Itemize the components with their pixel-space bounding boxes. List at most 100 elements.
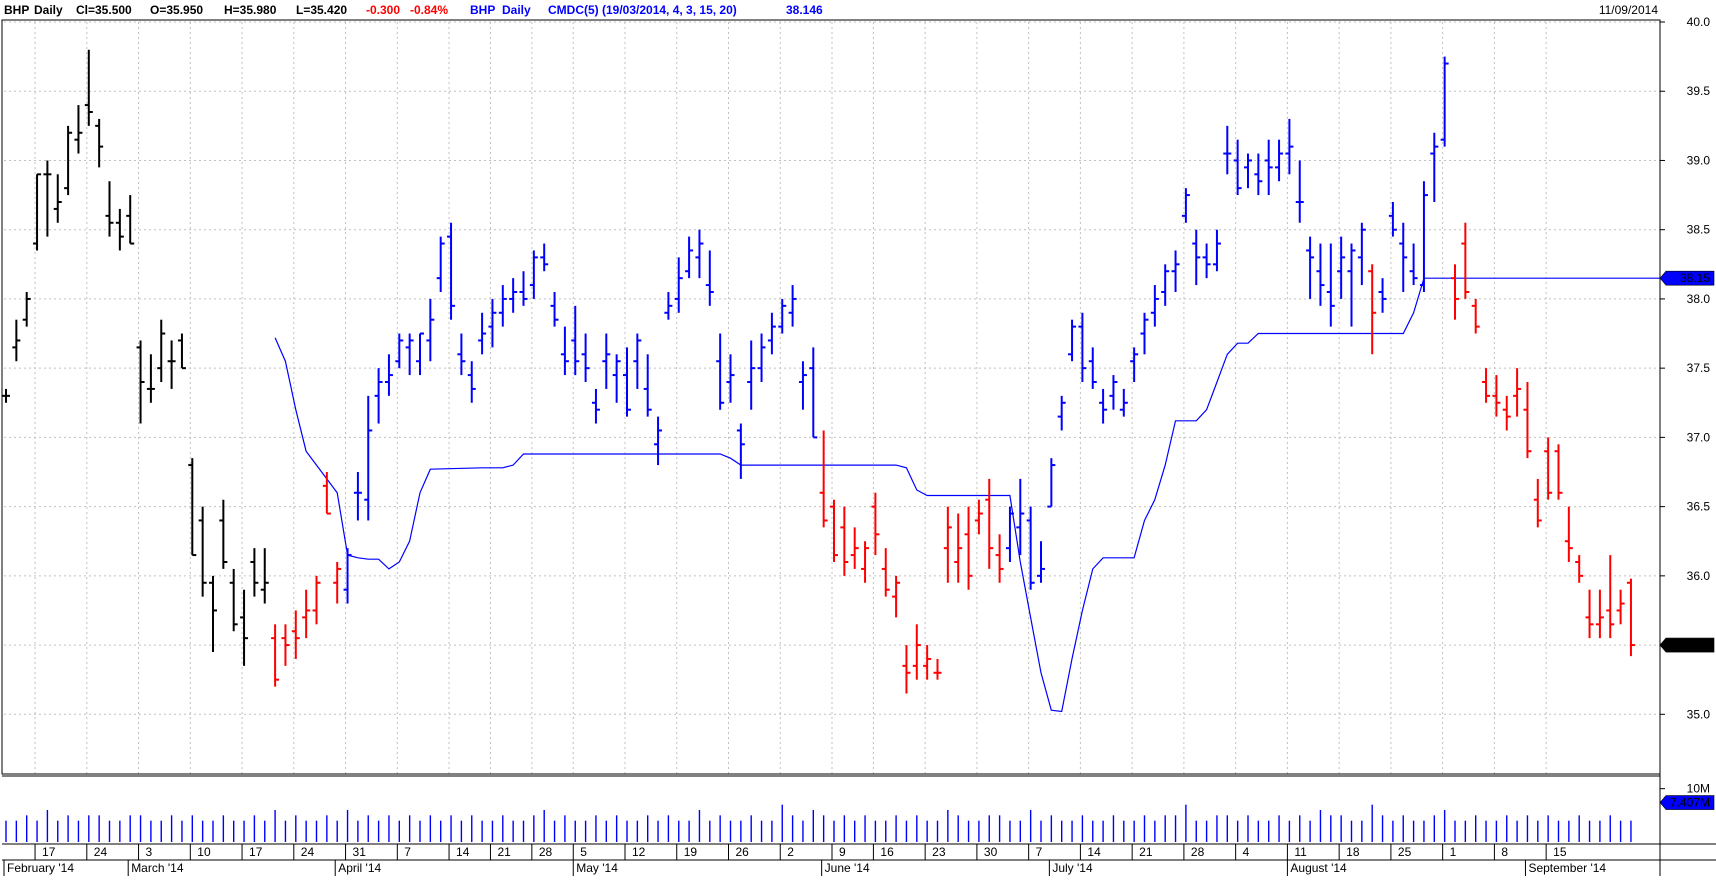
ohlc-bar xyxy=(1326,243,1335,327)
ohlc-bar xyxy=(747,340,756,410)
ohlc-bar xyxy=(881,548,890,597)
date-tick-label: 15 xyxy=(1553,845,1567,859)
ohlc-bar xyxy=(426,298,435,362)
ohlc-bar xyxy=(633,333,642,389)
ohlc-bar xyxy=(126,195,135,245)
ohlc-bar xyxy=(974,499,983,535)
price-tick-label: 37.5 xyxy=(1687,361,1711,375)
last-price-badge-label: 35.50 xyxy=(1680,638,1710,652)
ohlc-bar xyxy=(1130,347,1139,382)
ohlc-bar xyxy=(1409,243,1418,286)
ohlc-bar xyxy=(167,340,176,389)
ohlc-bar xyxy=(674,257,683,313)
ohlc-bar xyxy=(716,333,725,410)
header-high: H=35.980 xyxy=(224,3,277,17)
last-volume-badge: 7.407M xyxy=(1659,795,1715,810)
ohlc-bar xyxy=(1057,395,1066,431)
indicator-last-badge-label: 38.15 xyxy=(1680,271,1710,285)
ohlc-bar xyxy=(1626,578,1635,657)
ohlc-bar xyxy=(1513,368,1522,417)
ohlc-bar xyxy=(1388,202,1397,237)
ohlc-bar xyxy=(985,478,994,569)
header-symbol: BHP xyxy=(4,3,29,17)
date-tick-label: 19 xyxy=(684,845,698,859)
date-tick-label: 7 xyxy=(404,845,411,859)
ohlc-bar xyxy=(188,458,197,557)
ohlc-bar xyxy=(612,354,621,403)
date-tick-label: 28 xyxy=(1191,845,1205,859)
ohlc-bar xyxy=(43,160,52,237)
ohlc-bar xyxy=(1202,243,1211,279)
indicator-symbol: BHP xyxy=(470,3,495,17)
header-change-pct: -0.84% xyxy=(410,3,448,17)
ohlc-bar xyxy=(1068,319,1077,362)
date-tick-label: 18 xyxy=(1346,845,1360,859)
ohlc-bar xyxy=(322,472,331,515)
ohlc-bar xyxy=(550,292,559,327)
ohlc-bar xyxy=(364,395,373,521)
ohlc-bar xyxy=(1295,160,1304,223)
ohlc-bar xyxy=(136,340,145,424)
ohlc-bar xyxy=(95,118,104,168)
ohlc-bar xyxy=(830,499,838,562)
month-label: March '14 xyxy=(131,861,184,875)
ohlc-bar xyxy=(995,534,1004,583)
ohlc-bar xyxy=(788,285,797,327)
month-label: February '14 xyxy=(7,861,74,875)
date-tick-label: 14 xyxy=(1087,845,1101,859)
ohlc-bar xyxy=(302,589,311,639)
ohlc-bar xyxy=(798,361,807,410)
last-price-badge-shape xyxy=(1659,637,1715,653)
ohlc-bar xyxy=(105,181,114,237)
ohlc-bar xyxy=(353,472,362,521)
date-tick-label: 5 xyxy=(580,845,587,859)
ohlc-bar xyxy=(467,361,476,403)
indicator-label: CMDC(5) (19/03/2014, 4, 3, 15, 20) xyxy=(548,3,737,17)
ohlc-bar xyxy=(1399,222,1408,292)
last-volume-badge-shape xyxy=(1659,795,1715,810)
ohlc-bar xyxy=(488,298,497,348)
ohlc-bar xyxy=(933,658,942,680)
month-label: September '14 xyxy=(1528,861,1606,875)
ohlc-bar xyxy=(912,624,921,680)
ohlc-bar xyxy=(260,548,269,604)
ohlc-bar xyxy=(1461,222,1470,299)
ohlc-bar xyxy=(478,312,487,355)
ohlc-bar xyxy=(560,326,569,376)
price-tick-label: 39.0 xyxy=(1687,153,1711,167)
ohlc-bar xyxy=(1088,347,1097,389)
ohlc-bar xyxy=(581,333,590,382)
ohlc-bar xyxy=(861,541,870,583)
ohlc-bar xyxy=(809,347,818,439)
ohlc-bar xyxy=(219,499,228,569)
ohlc-bar xyxy=(1492,375,1501,417)
ohlc-bar xyxy=(1181,188,1190,223)
ohlc-bar xyxy=(643,354,652,417)
ohlc-bar xyxy=(1264,139,1273,196)
ohlc-bar xyxy=(395,333,404,369)
date-tick-label: 12 xyxy=(632,845,646,859)
ohlc-bar xyxy=(1161,264,1170,306)
ohlc-bar xyxy=(602,333,611,389)
ohlc-bar xyxy=(1575,555,1584,583)
ohlc-bar xyxy=(1595,589,1604,639)
ohlc-bar xyxy=(1078,312,1087,382)
indicator-period: Daily xyxy=(502,3,531,17)
header-change: -0.300 xyxy=(366,3,400,17)
ohlc-bar xyxy=(447,222,456,320)
ohlc-bar xyxy=(705,250,714,306)
date-tick-label: 8 xyxy=(1501,845,1508,859)
month-label: August '14 xyxy=(1290,861,1347,875)
ohlc-bar xyxy=(229,568,238,632)
ohlc-bar xyxy=(1471,298,1480,334)
header-close: Cl=35.500 xyxy=(76,3,132,17)
header: BHP Daily Cl=35.500 O=35.950 H=35.980 L=… xyxy=(4,3,1658,17)
ohlc-bar xyxy=(1544,437,1553,500)
indicator-last-badge: 38.15 xyxy=(1659,270,1715,286)
ohlc-bar xyxy=(115,208,124,251)
date-tick-label: 11 xyxy=(1294,845,1307,859)
ohlc-bar xyxy=(736,423,745,479)
header-date: 11/09/2014 xyxy=(1599,3,1658,17)
ohlc-bar xyxy=(685,236,694,279)
price-tick-label: 36.0 xyxy=(1687,569,1711,583)
